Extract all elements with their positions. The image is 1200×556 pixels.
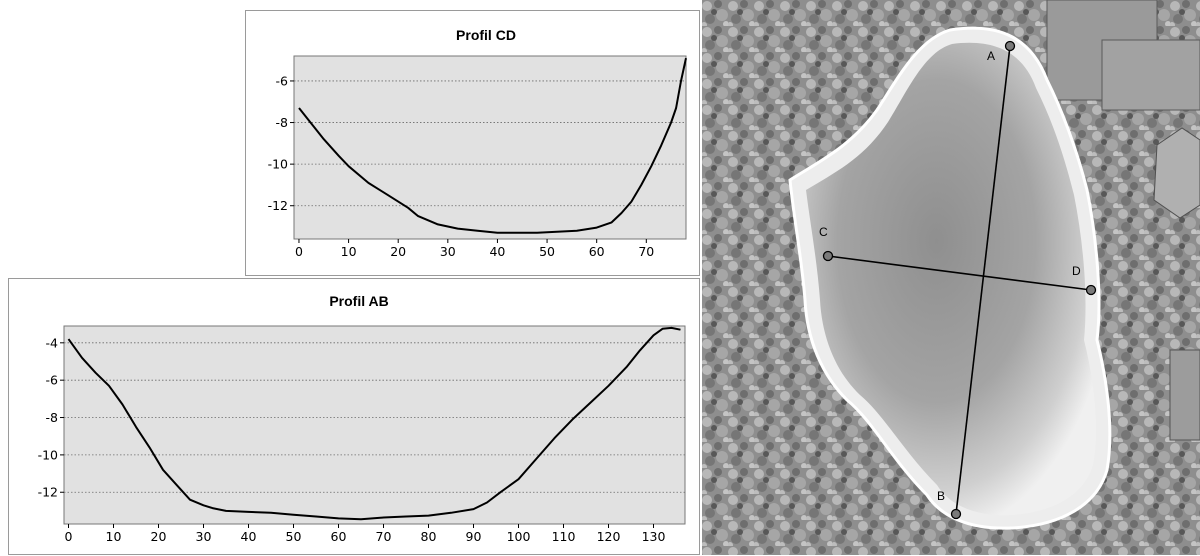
x-tick-label: 50 [286,529,302,544]
profile-line-ab [955,45,1011,515]
x-tick-label: 0 [295,244,303,259]
x-tick-label: 20 [151,529,167,544]
x-tick-label: 10 [106,529,122,544]
x-tick-label: 40 [489,244,505,259]
profile-cd-svg: Profil CD -6 -8 -10 -12 0 10 20 30 40 50 60 70 [268,27,687,259]
point-a-label: A [987,49,995,63]
y-tick-label: -8 [46,410,59,425]
lake-hillshade-map: A B C D [702,0,1200,555]
point-c-marker [822,250,834,262]
plot-area [293,55,687,240]
x-tick-label: 110 [552,529,576,544]
point-a-marker [1004,40,1016,52]
point-b-label: B [937,489,945,503]
point-d-marker [1085,284,1097,296]
series-line-0 [298,57,687,234]
y-tick-label: -12 [268,198,288,213]
point-b-marker [950,508,962,520]
x-tick-label: 90 [466,529,482,544]
map-svg: A B C D [702,0,1200,555]
y-tick-label: -6 [276,73,289,88]
x-tick-label: 30 [440,244,456,259]
profile-line-cd [827,255,1092,291]
chart-title: Profil AB [329,293,388,309]
y-tick-label: -4 [46,335,59,350]
x-tick-label: 80 [421,529,437,544]
x-tick-label: 120 [597,529,621,544]
point-c-label: C [819,225,828,239]
x-tick-label: 40 [241,529,257,544]
x-tick-label: 60 [331,529,347,544]
x-tick-label: 0 [65,529,73,544]
y-tick-label: -12 [38,485,58,500]
x-tick-label: 50 [539,244,555,259]
point-d-label: D [1072,264,1081,278]
chart-title: Profil CD [456,27,516,43]
x-tick-label: 130 [642,529,666,544]
profile-ab-chart: Profil AB -4 -6 -8 -10 -12 0 10 20 30 40 50 60 70 80 9… [8,278,700,555]
x-tick-label: 10 [341,244,357,259]
x-tick-label: 100 [507,529,531,544]
x-tick-label: 30 [196,529,212,544]
profile-ab-svg: Profil AB -4 -6 -8 -10 -12 0 10 20 30 40 50 60 70 80 9… [38,293,686,544]
x-tick-label: 70 [638,244,654,259]
y-tick-label: -10 [38,447,58,462]
y-tick-label: -10 [268,157,288,172]
lake-surface [806,42,1097,516]
plot-area [63,325,686,525]
series-line-0 [67,326,681,521]
profile-cd-chart: Profil CD -6 -8 -10 -12 0 10 20 30 40 50 60 70 [245,10,700,276]
x-tick-label: 70 [376,529,392,544]
x-tick-label: 60 [589,244,605,259]
y-tick-label: -6 [46,373,59,388]
x-tick-label: 20 [390,244,406,259]
y-tick-label: -8 [276,115,289,130]
buildings [1046,0,1200,441]
